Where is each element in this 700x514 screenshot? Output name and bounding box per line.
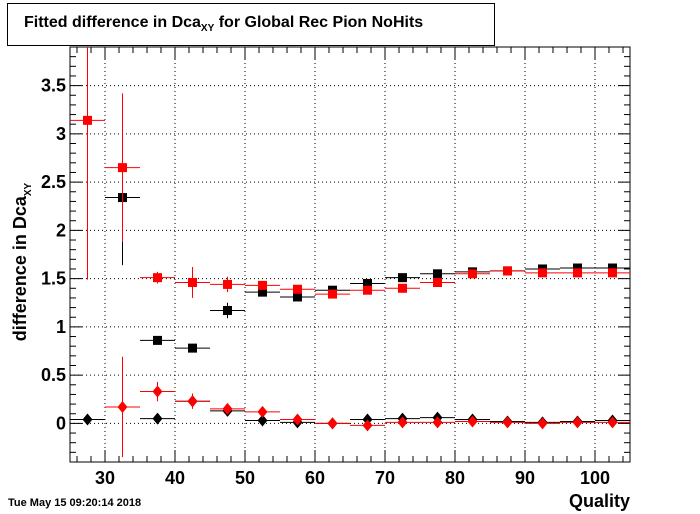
data-point-diamond [467, 415, 478, 428]
x-tick-label: 40 [165, 468, 185, 488]
x-tick-label: 70 [375, 468, 395, 488]
y-tick-label: 2.5 [41, 172, 66, 192]
data-point-square [538, 268, 547, 278]
data-point-diamond [432, 416, 443, 429]
y-tick-label: 3.5 [41, 76, 66, 96]
data-point-square [608, 263, 617, 273]
x-tick-label: 50 [235, 468, 255, 488]
x-tick-label: 80 [445, 468, 465, 488]
chart-title-subscript: XY [200, 23, 215, 35]
data-point-square [398, 283, 407, 293]
x-tick-label: 30 [95, 468, 115, 488]
data-point-square [503, 266, 512, 276]
timestamp: Tue May 15 09:20:14 2018 [8, 497, 142, 509]
data-point-square [573, 268, 582, 278]
data-point-square [433, 277, 442, 287]
data-point-square [83, 115, 92, 125]
data-point-diamond [292, 413, 303, 426]
data-point-diamond [537, 417, 548, 430]
data-point-diamond [257, 414, 268, 427]
data-point-diamond [607, 416, 618, 429]
chart-title: Fitted difference in DcaXY for Global Re… [24, 14, 423, 34]
y-tick-label: 0.5 [41, 365, 66, 385]
data-point-diamond [152, 412, 163, 425]
data-point-diamond [187, 395, 198, 408]
data-point-square [258, 287, 267, 297]
data-point-square [258, 280, 267, 290]
data-point-square [363, 285, 372, 295]
data-point-square [153, 273, 162, 283]
data-point-square [223, 279, 232, 289]
data-point-diamond [502, 416, 513, 429]
data-point-square [293, 292, 302, 302]
y-axis-label: difference in DcaXY [10, 183, 34, 341]
x-tick-label: 60 [305, 468, 325, 488]
data-point-square [608, 268, 617, 278]
data-point-diamond [327, 417, 338, 430]
y-axis-label-subscript: XY [22, 182, 34, 197]
chart-title-main: Fitted difference in Dca [24, 14, 201, 31]
data-point-square [118, 163, 127, 173]
data-point-square [573, 263, 582, 273]
data-point-diamond [257, 405, 268, 418]
chart-title-box: Fitted difference in DcaXY for Global Re… [7, 3, 495, 46]
data-point-diamond [117, 400, 128, 413]
data-point-square [468, 269, 477, 279]
data-point-diamond [152, 385, 163, 398]
chart-title-suffix: for Global Rec Pion NoHits [218, 14, 424, 31]
data-point-diamond [222, 402, 233, 415]
y-tick-label: 2 [56, 220, 66, 240]
data-point-square [223, 305, 232, 315]
y-tick-label: 1.5 [41, 269, 66, 289]
data-point-square [188, 343, 197, 353]
data-point-square [293, 284, 302, 294]
data-point-square [153, 335, 162, 345]
y-tick-label: 3 [56, 124, 66, 144]
x-tick-label: 100 [580, 468, 610, 488]
data-point-square [328, 289, 337, 299]
x-tick-label: 90 [515, 468, 535, 488]
data-point-diamond [572, 416, 583, 429]
data-point-square [433, 269, 442, 279]
y-tick-label: 0 [56, 413, 66, 433]
data-point-square [188, 277, 197, 287]
y-tick-label: 1 [56, 317, 66, 337]
plot-frame [69, 46, 631, 463]
data-point-diamond [82, 413, 93, 426]
data-point-square [398, 273, 407, 283]
data-point-square [363, 278, 372, 288]
y-axis-label-main: difference in Dca [10, 196, 31, 342]
data-point-diamond [362, 419, 373, 432]
x-axis-label: Quality [568, 491, 630, 511]
data-point-diamond [397, 416, 408, 429]
